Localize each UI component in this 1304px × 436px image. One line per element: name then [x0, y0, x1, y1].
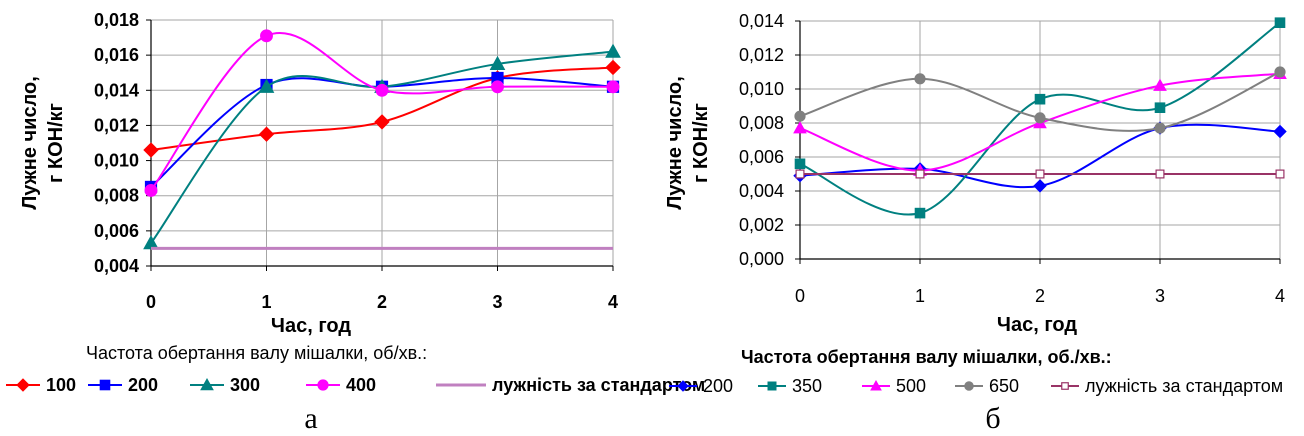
legend-label: 200 — [703, 376, 733, 396]
legend-title: Частота обертання валу мішалки, об/хв.: — [86, 343, 427, 363]
data-point — [915, 169, 925, 179]
data-point — [1034, 112, 1046, 124]
series-1 — [794, 17, 1286, 219]
data-point — [258, 126, 275, 142]
panel-label: а — [304, 402, 317, 435]
legend-label: 100 — [46, 375, 76, 395]
legend-label: 650 — [989, 376, 1019, 396]
legend-marker — [16, 378, 30, 392]
legend-label: лужність за стандартом — [1085, 376, 1283, 396]
legend-label: 400 — [346, 375, 376, 395]
y-axis-title-line1: Лужне число, — [664, 76, 686, 210]
data-point — [491, 80, 504, 94]
data-point — [1035, 169, 1045, 179]
data-point — [489, 55, 506, 71]
data-point — [1154, 122, 1166, 134]
data-point — [1274, 66, 1286, 78]
data-point — [1155, 169, 1165, 179]
y-tick-label: 0,010 — [739, 79, 784, 99]
data-point — [1153, 78, 1167, 91]
data-point — [144, 183, 158, 197]
y-tick-label: 0,016 — [94, 45, 139, 65]
series-line-2 — [150, 50, 614, 244]
y-tick-label: 0,004 — [94, 256, 139, 276]
legend-marker — [1061, 382, 1069, 390]
y-tick-label: 0,010 — [94, 151, 139, 171]
x-tick-label: 3 — [1155, 286, 1165, 306]
legend: Частота обертання валу мішалки, об./хв.:… — [669, 347, 1283, 396]
panel-label: б — [985, 402, 1000, 435]
data-point — [794, 158, 806, 170]
x-tick-label: 1 — [915, 286, 925, 306]
data-point — [605, 43, 621, 58]
data-point — [1034, 93, 1046, 105]
data-point — [258, 78, 275, 93]
data-point — [143, 142, 159, 158]
data-point — [914, 207, 926, 219]
y-tick-label: 0,006 — [739, 147, 784, 167]
legend-marker — [964, 381, 974, 391]
legend-label: лужність за стандартом — [492, 375, 705, 395]
legend-label: 300 — [230, 375, 260, 395]
legend-marker — [767, 381, 777, 391]
series-4 — [795, 169, 1285, 179]
y-axis-title: Лужне число, г КОН/кг — [19, 76, 67, 210]
legend-label: 500 — [896, 376, 926, 396]
legend-label: 350 — [792, 376, 822, 396]
x-tick-label: 2 — [1035, 286, 1045, 306]
series-3 — [144, 29, 620, 197]
data-point — [1033, 179, 1047, 193]
legend-marker — [317, 379, 329, 391]
x-tick-label: 2 — [377, 292, 387, 312]
x-tick-label: 3 — [492, 292, 502, 312]
y-tick-label: 0,008 — [94, 186, 139, 206]
data-point — [374, 114, 390, 130]
data-point — [260, 29, 273, 43]
legend-title: Частота обертання валу мішалки, об./хв.: — [741, 347, 1112, 367]
x-tick-label: 1 — [261, 292, 271, 312]
x-axis-title: Час, год — [271, 315, 351, 337]
y-tick-label: 0,002 — [739, 215, 784, 235]
data-point — [795, 169, 805, 179]
x-tick-label: 0 — [146, 292, 156, 312]
y-axis-title-line2: г КОН/кг — [45, 103, 67, 183]
y-tick-label: 0,006 — [94, 221, 139, 241]
y-axis-title: Лужне число, г КОН/кг — [664, 76, 712, 210]
y-tick-label: 0,012 — [739, 45, 784, 65]
data-point — [793, 121, 807, 134]
legend-label: 200 — [128, 375, 158, 395]
series-line-3 — [150, 32, 614, 192]
y-tick-label: 0,012 — [94, 115, 139, 135]
y-axis-title-line1: Лужне число, — [19, 76, 41, 210]
y-tick-label: 0,004 — [739, 181, 784, 201]
data-point — [1273, 124, 1287, 139]
data-point — [1275, 169, 1285, 179]
legend-marker — [677, 380, 689, 392]
data-point — [605, 59, 621, 76]
x-tick-label: 4 — [1275, 286, 1285, 306]
data-point — [606, 80, 620, 94]
legend-marker — [870, 379, 882, 391]
data-point — [375, 83, 389, 97]
legend-marker — [200, 377, 214, 391]
series-3 — [794, 66, 1286, 134]
data-point — [1154, 102, 1166, 114]
y-tick-label: 0,008 — [739, 113, 784, 133]
data-point — [1274, 17, 1286, 28]
y-tick-label: 0,014 — [739, 11, 784, 31]
data-point — [914, 73, 926, 85]
x-tick-label: 4 — [608, 292, 618, 312]
y-axis-title-line2: г КОН/кг — [690, 103, 712, 183]
y-tick-label: 0,000 — [739, 249, 784, 269]
legend-marker — [99, 379, 111, 391]
legend: Частота обертання валу мішалки, об/хв.: 1… — [6, 343, 705, 395]
chart-panel-a: 0,004 0,006 0,008 0,010 0,012 0,014 0,016 0,018… — [6, 10, 705, 435]
x-axis-title: Час, год — [997, 314, 1077, 336]
y-tick-label: 0,018 — [94, 10, 139, 30]
data-point — [794, 110, 806, 122]
chart-panel-b: 0,000 0,002 0,004 0,006 0,008 0,010 0,012 0,014… — [664, 11, 1287, 435]
y-tick-label: 0,014 — [94, 80, 139, 100]
x-tick-label: 0 — [795, 286, 805, 306]
